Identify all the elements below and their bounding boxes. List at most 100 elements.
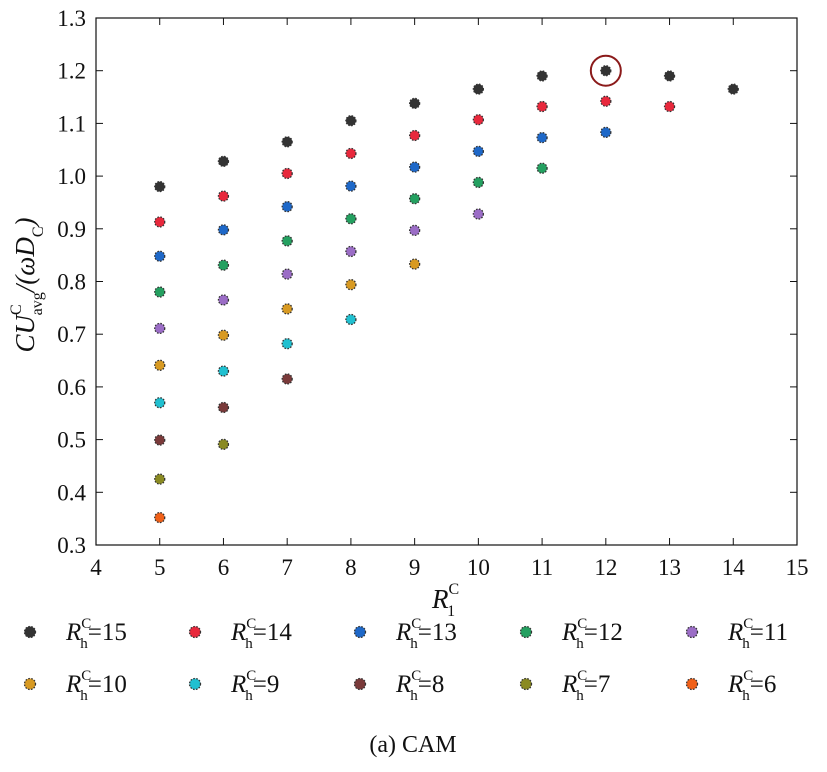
legend-label: RC h=11 [727, 616, 788, 652]
data-point-dot [536, 70, 548, 82]
data-point [345, 279, 357, 291]
x-tick-label: 9 [409, 555, 421, 580]
x-axis-label: RC 1 [431, 581, 459, 620]
x-tick-label: 7 [281, 555, 293, 580]
x-tick-label: 13 [658, 555, 681, 580]
data-point-dot [408, 193, 421, 205]
data-point-dot [154, 511, 166, 524]
legend-marker-dot [685, 677, 699, 691]
x-tick-label: 5 [154, 555, 166, 580]
data-point [154, 397, 166, 409]
legend: RC h=15 RC h=14 RC h=13 RC h=12 RC h=11 RC h=10 RC h=… [23, 616, 788, 704]
data-point-dot [345, 180, 357, 192]
data-point [345, 147, 357, 160]
legend-marker [23, 677, 37, 691]
data-point-dot [217, 259, 230, 271]
y-tick-label: 1.0 [57, 164, 86, 189]
y-tick-label: 0.7 [57, 322, 86, 347]
data-point-dot [281, 373, 293, 385]
data-point-dot [281, 268, 293, 280]
data-point [408, 258, 421, 270]
legend-label: RC h=14 [230, 616, 292, 652]
y-tick-label: 0.8 [57, 270, 86, 295]
data-point [154, 359, 166, 371]
y-tick-label: 0.9 [57, 217, 86, 242]
data-point [154, 473, 166, 485]
legend-item-15: RC h=15 [23, 616, 127, 652]
x-tick-label: 14 [722, 555, 746, 580]
legend-marker [519, 677, 533, 691]
legend-item-14: RC h=14 [188, 616, 292, 652]
data-point-dot [600, 65, 612, 77]
data-point [281, 167, 293, 180]
legend-label: RC h=15 [65, 616, 127, 652]
data-point [472, 114, 485, 126]
data-point-dot [408, 258, 421, 270]
data-point-dot [345, 213, 357, 225]
x-tick-label: 8 [345, 555, 357, 580]
legend-marker-dot [519, 625, 533, 639]
data-point-dot [472, 83, 485, 95]
data-point-dot [154, 250, 166, 262]
data-point [663, 70, 676, 82]
legend-item-9: RC h=9 [188, 668, 279, 704]
data-point-dot [281, 136, 293, 148]
data-point-dot [663, 100, 676, 113]
data-point-dot [345, 147, 357, 160]
data-point [536, 100, 548, 113]
data-point [217, 401, 230, 414]
legend-marker [685, 625, 699, 639]
data-point [281, 201, 293, 213]
data-point-dot [600, 126, 612, 139]
legend-marker-dot [23, 677, 37, 691]
data-point [217, 329, 230, 341]
data-point [536, 70, 548, 82]
data-point-dot [281, 338, 293, 350]
data-point-dot [727, 83, 739, 95]
legend-marker-dot [353, 625, 367, 639]
y-tick-label: 1.1 [57, 111, 86, 136]
legend-item-10: RC h=10 [23, 668, 127, 704]
data-point-dot [408, 224, 421, 237]
series-15 [154, 65, 739, 193]
legend-marker [685, 677, 699, 691]
data-point-dot [154, 322, 166, 335]
data-point-dot [600, 95, 612, 107]
data-point-dot [281, 201, 293, 213]
data-point [536, 162, 548, 174]
data-point [472, 83, 485, 95]
data-point [217, 294, 230, 306]
data-point-dot [408, 97, 421, 110]
data-point [281, 303, 293, 315]
series-13 [154, 126, 612, 262]
data-point [408, 97, 421, 110]
x-axis-label-text: RC 1 [431, 581, 459, 620]
data-point-dot [281, 167, 293, 180]
data-point-dot [345, 313, 357, 326]
legend-marker [353, 677, 367, 691]
data-point [217, 438, 230, 450]
series-11 [154, 208, 485, 335]
data-point-dot [154, 397, 166, 409]
data-point [154, 322, 166, 335]
series-7 [154, 438, 230, 485]
data-point [217, 155, 230, 167]
series-9 [154, 313, 357, 409]
data-point [154, 286, 166, 298]
plot-frame [95, 17, 798, 546]
data-point [345, 313, 357, 326]
data-point-dot [536, 100, 548, 113]
legend-marker-dot [685, 625, 699, 639]
data-point-dot [536, 131, 548, 144]
x-tick-label: 11 [531, 555, 553, 580]
legend-label: RC h=10 [65, 668, 127, 704]
data-point [345, 213, 357, 225]
legend-marker-dot [519, 677, 533, 691]
data-point-dot [663, 70, 676, 82]
legend-marker [353, 625, 367, 639]
legend-label: RC h=8 [395, 668, 444, 704]
legend-label: RC h=6 [727, 668, 776, 704]
y-tick-label: 0.5 [57, 428, 86, 453]
data-point-dot [472, 145, 485, 157]
data-point-dot [217, 294, 230, 306]
